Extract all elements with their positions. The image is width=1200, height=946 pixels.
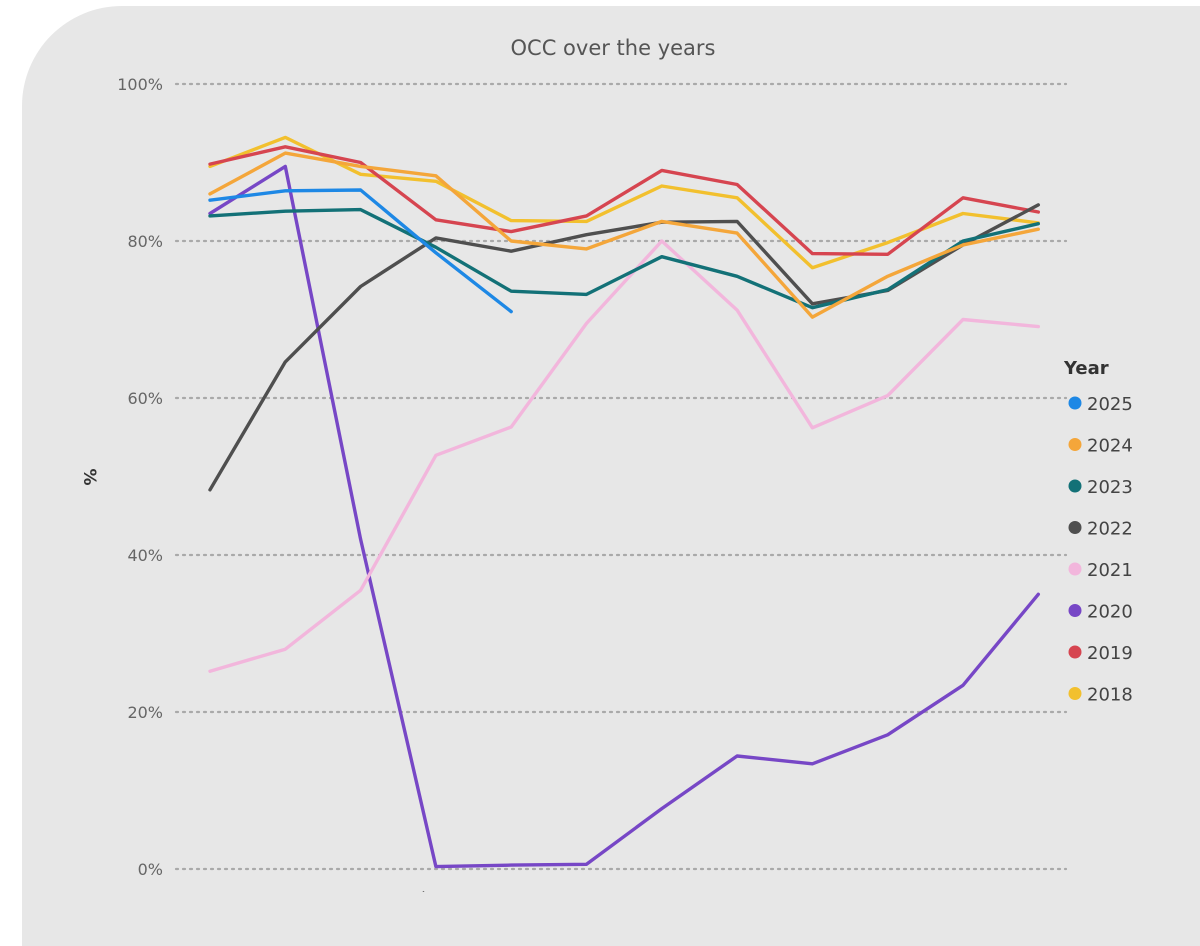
legend-label: 2021 xyxy=(1087,560,1133,581)
legend-swatch xyxy=(1068,687,1082,700)
gridlines xyxy=(174,82,1068,871)
y-tick-label: 20% xyxy=(127,703,163,722)
legend-item-2023[interactable]: 2023 xyxy=(1068,477,1133,498)
legend-item-2019[interactable]: 2019 xyxy=(1068,643,1133,664)
legend-item-2020[interactable]: 2020 xyxy=(1068,602,1133,623)
legend-swatch xyxy=(1068,645,1082,659)
x-tick-label: er xyxy=(937,887,962,892)
y-tick-label: 60% xyxy=(127,389,163,408)
y-tick-label: 0% xyxy=(138,860,163,879)
x-tick-label: er xyxy=(1012,887,1037,892)
y-tick-label: 80% xyxy=(127,232,163,251)
legend[interactable]: Year 2025 2024 2023 2022 2021 2020 2019 2018 xyxy=(1063,358,1133,706)
chart-title: OCC over the years xyxy=(511,36,716,60)
x-tick-label: ne xyxy=(558,888,585,892)
x-axis-ticks: ry ry ch ril ay ne ly st er er er er xyxy=(184,887,1037,892)
legend-item-2022[interactable]: 2022 xyxy=(1068,519,1133,540)
legend-label: 2023 xyxy=(1087,477,1133,498)
x-tick-label: st xyxy=(713,888,736,892)
line-chart: OCC over the years 0% 20% 40% 60% 80% 100% ry… xyxy=(79,36,1133,892)
legend-swatch xyxy=(1068,438,1082,451)
legend-swatch xyxy=(1068,562,1082,576)
y-tick-label: 40% xyxy=(127,546,163,565)
legend-label: 2019 xyxy=(1087,643,1133,664)
series-line-2020[interactable] xyxy=(208,164,1040,869)
x-tick-label: er xyxy=(786,887,811,892)
legend-swatch xyxy=(1068,479,1082,493)
legend-label: 2022 xyxy=(1087,519,1133,540)
legend-label: 2020 xyxy=(1087,602,1133,623)
legend-swatch xyxy=(1068,604,1082,617)
y-axis-ticks: 0% 20% 40% 60% 80% 100% xyxy=(117,75,163,879)
series-lines xyxy=(208,135,1040,869)
series-line-2018[interactable] xyxy=(208,135,1040,270)
series-line-2024[interactable] xyxy=(208,151,1040,319)
legend-title: Year xyxy=(1063,358,1109,379)
legend-item-2024[interactable]: 2024 xyxy=(1068,436,1133,457)
legend-label: 2024 xyxy=(1087,436,1133,457)
y-axis-label: % xyxy=(79,468,99,485)
series-line-2019[interactable] xyxy=(208,145,1040,256)
x-tick-label: ry xyxy=(184,888,208,892)
legend-swatch xyxy=(1068,396,1082,410)
legend-label: 2025 xyxy=(1087,394,1133,415)
series-line-2022[interactable] xyxy=(208,203,1040,492)
legend-swatch xyxy=(1068,521,1082,534)
x-tick-label: ly xyxy=(638,888,660,892)
x-tick-label: ry xyxy=(260,888,284,892)
x-tick-label: ch xyxy=(332,888,358,892)
legend-label: 2018 xyxy=(1087,685,1133,706)
x-tick-label: ril xyxy=(411,888,435,892)
legend-item-2025[interactable]: 2025 xyxy=(1068,394,1133,415)
x-tick-label: ay xyxy=(483,888,510,892)
legend-item-2018[interactable]: 2018 xyxy=(1068,685,1133,706)
legend-item-2021[interactable]: 2021 xyxy=(1068,560,1133,581)
series-line-2021[interactable] xyxy=(208,239,1040,673)
y-tick-label: 100% xyxy=(117,75,163,94)
series-line-2023[interactable] xyxy=(208,207,1040,310)
series-line-2025[interactable] xyxy=(208,188,513,314)
x-tick-label: er xyxy=(862,887,887,892)
